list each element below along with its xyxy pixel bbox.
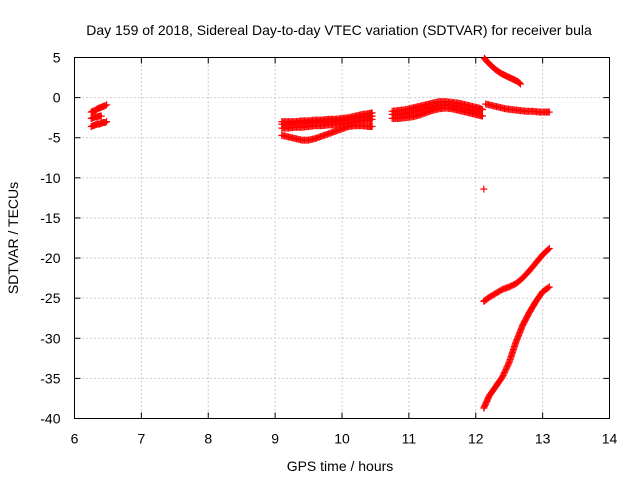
- x-tick-label: 11: [402, 431, 417, 447]
- data-point: [545, 244, 553, 252]
- x-tick-label: 14: [602, 431, 618, 447]
- x-tick-label: 12: [468, 431, 484, 447]
- data-point: [103, 118, 111, 126]
- y-tick-label: 0: [53, 90, 61, 106]
- y-tick-label: -20: [40, 250, 60, 266]
- y-tick-label: -15: [40, 210, 60, 226]
- data-point: [544, 245, 552, 253]
- x-tick-label: 7: [137, 431, 145, 447]
- data-point: [101, 102, 109, 110]
- y-tick-label: -5: [48, 130, 61, 146]
- x-tick-label: 8: [204, 431, 212, 447]
- data-point: [368, 122, 376, 130]
- data-point: [97, 112, 105, 120]
- y-tick-label: -40: [40, 411, 60, 427]
- data-point: [544, 284, 552, 292]
- data-point: [103, 101, 111, 109]
- data-point: [516, 79, 524, 87]
- x-tick-label: 10: [334, 431, 350, 447]
- y-tick-labels: 5 0 -5 -10 -15 -20 -25 -30 -35 -40: [40, 50, 60, 427]
- chart-title: Day 159 of 2018, Sidereal Day-to-day VTE…: [86, 22, 592, 38]
- data-point: [478, 112, 486, 120]
- x-tick-labels: 6 7 8 9 10 11 12 13 14: [71, 431, 618, 447]
- axis-ticks: [74, 57, 610, 419]
- y-axis-label: SDTVAR / TECUs: [5, 182, 21, 294]
- data-points: [87, 54, 553, 412]
- data-point: [475, 108, 483, 116]
- x-tick-label: 13: [535, 431, 551, 447]
- y-tick-label: -30: [40, 330, 60, 346]
- y-tick-label: -10: [40, 170, 60, 186]
- data-point: [480, 185, 488, 193]
- x-tick-label: 6: [71, 431, 79, 447]
- data-point: [368, 112, 376, 120]
- y-tick-label: -25: [40, 290, 60, 306]
- y-tick-label: -35: [40, 370, 60, 386]
- data-point: [545, 283, 553, 291]
- x-axis-label: GPS time / hours: [287, 458, 394, 474]
- data-point: [517, 80, 525, 88]
- data-point: [101, 118, 109, 126]
- x-tick-label: 9: [271, 431, 279, 447]
- y-tick-label: 5: [53, 50, 61, 66]
- data-point: [545, 108, 553, 116]
